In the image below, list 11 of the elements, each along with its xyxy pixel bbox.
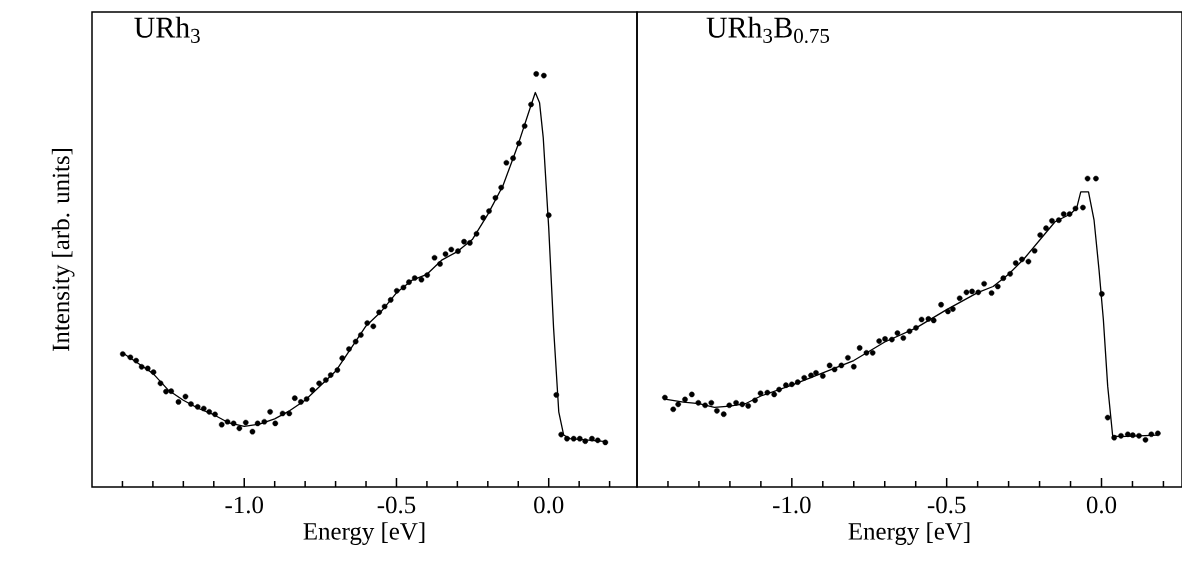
chart-title: URh$_{3}$ (134, 16, 200, 43)
x-tick-label: -0.5 (377, 496, 416, 514)
x-axis-title: Energy [eV] (303, 522, 425, 545)
x-tick-label: -1.0 (773, 496, 811, 514)
x-tick-label: 0.0 (1086, 496, 1117, 514)
x-tick-label: -0.5 (927, 496, 966, 514)
x-tick-label: -1.0 (225, 496, 263, 514)
y-axis-title: Intensity [arb. units] (51, 148, 75, 351)
x-tick-label: 0.0 (534, 496, 564, 514)
x-axis-title: Energy [eV] (848, 522, 970, 545)
chart-title: URh$_{3}$B$_{0.75}$ (706, 16, 830, 44)
